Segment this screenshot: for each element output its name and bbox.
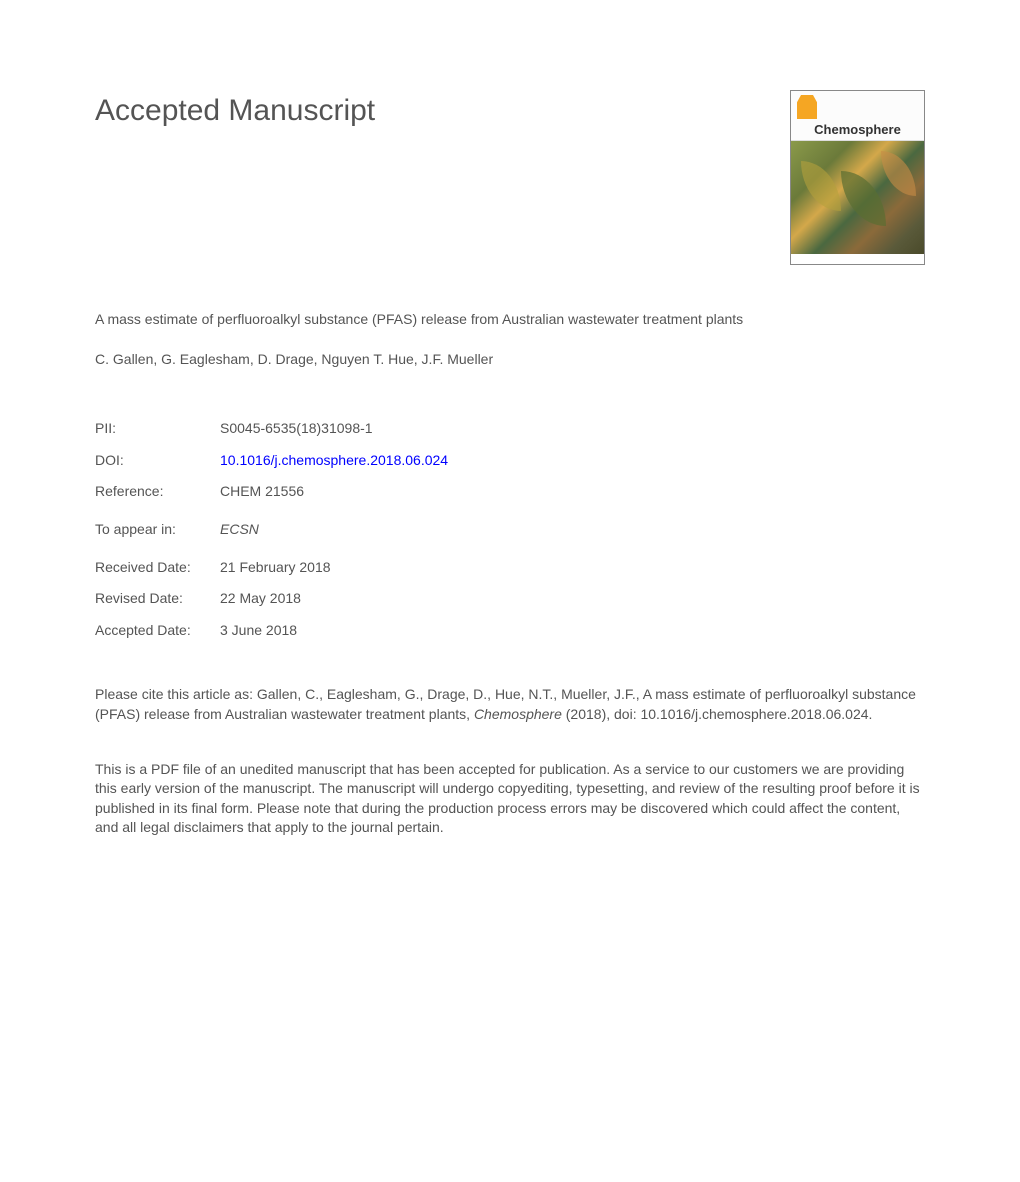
received-label: Received Date:	[95, 558, 220, 578]
metadata-row-received: Received Date: 21 February 2018	[95, 558, 925, 578]
journal-cover-image	[791, 141, 924, 254]
metadata-row-pii: PII: S0045-6535(18)31098-1	[95, 419, 925, 439]
pii-label: PII:	[95, 419, 220, 439]
doi-label: DOI:	[95, 451, 220, 471]
metadata-row-doi: DOI: 10.1016/j.chemosphere.2018.06.024	[95, 451, 925, 471]
metadata-row-accepted: Accepted Date: 3 June 2018	[95, 621, 925, 641]
accepted-label: Accepted Date:	[95, 621, 220, 641]
reference-label: Reference:	[95, 482, 220, 502]
received-value: 21 February 2018	[220, 558, 331, 578]
reference-value: CHEM 21556	[220, 482, 304, 502]
metadata-row-reference: Reference: CHEM 21556	[95, 482, 925, 502]
page-title: Accepted Manuscript	[95, 90, 375, 132]
article-title: A mass estimate of perfluoroalkyl substa…	[95, 310, 745, 330]
metadata-row-appear: To appear in: ECSN	[95, 520, 925, 540]
appear-value: ECSN	[220, 520, 259, 540]
disclaimer: This is a PDF file of an unedited manusc…	[95, 760, 925, 838]
journal-name: Chemosphere	[791, 121, 924, 139]
pii-value: S0045-6535(18)31098-1	[220, 419, 373, 439]
accepted-value: 3 June 2018	[220, 621, 297, 641]
elsevier-logo-icon	[797, 95, 817, 119]
citation-journal: Chemosphere	[474, 706, 562, 722]
header-row: Accepted Manuscript Chemosphere Chemistr…	[95, 90, 925, 265]
revised-value: 22 May 2018	[220, 589, 301, 609]
journal-cover: Chemosphere Chemistry	[790, 90, 925, 265]
appear-label: To appear in:	[95, 520, 220, 540]
journal-cover-header: Chemosphere	[791, 91, 924, 141]
citation: Please cite this article as: Gallen, C.,…	[95, 685, 925, 724]
metadata-row-revised: Revised Date: 22 May 2018	[95, 589, 925, 609]
revised-label: Revised Date:	[95, 589, 220, 609]
citation-suffix: (2018), doi: 10.1016/j.chemosphere.2018.…	[562, 706, 873, 722]
metadata-table: PII: S0045-6535(18)31098-1 DOI: 10.1016/…	[95, 419, 925, 640]
authors: C. Gallen, G. Eaglesham, D. Drage, Nguye…	[95, 350, 925, 370]
doi-link[interactable]: 10.1016/j.chemosphere.2018.06.024	[220, 451, 448, 471]
